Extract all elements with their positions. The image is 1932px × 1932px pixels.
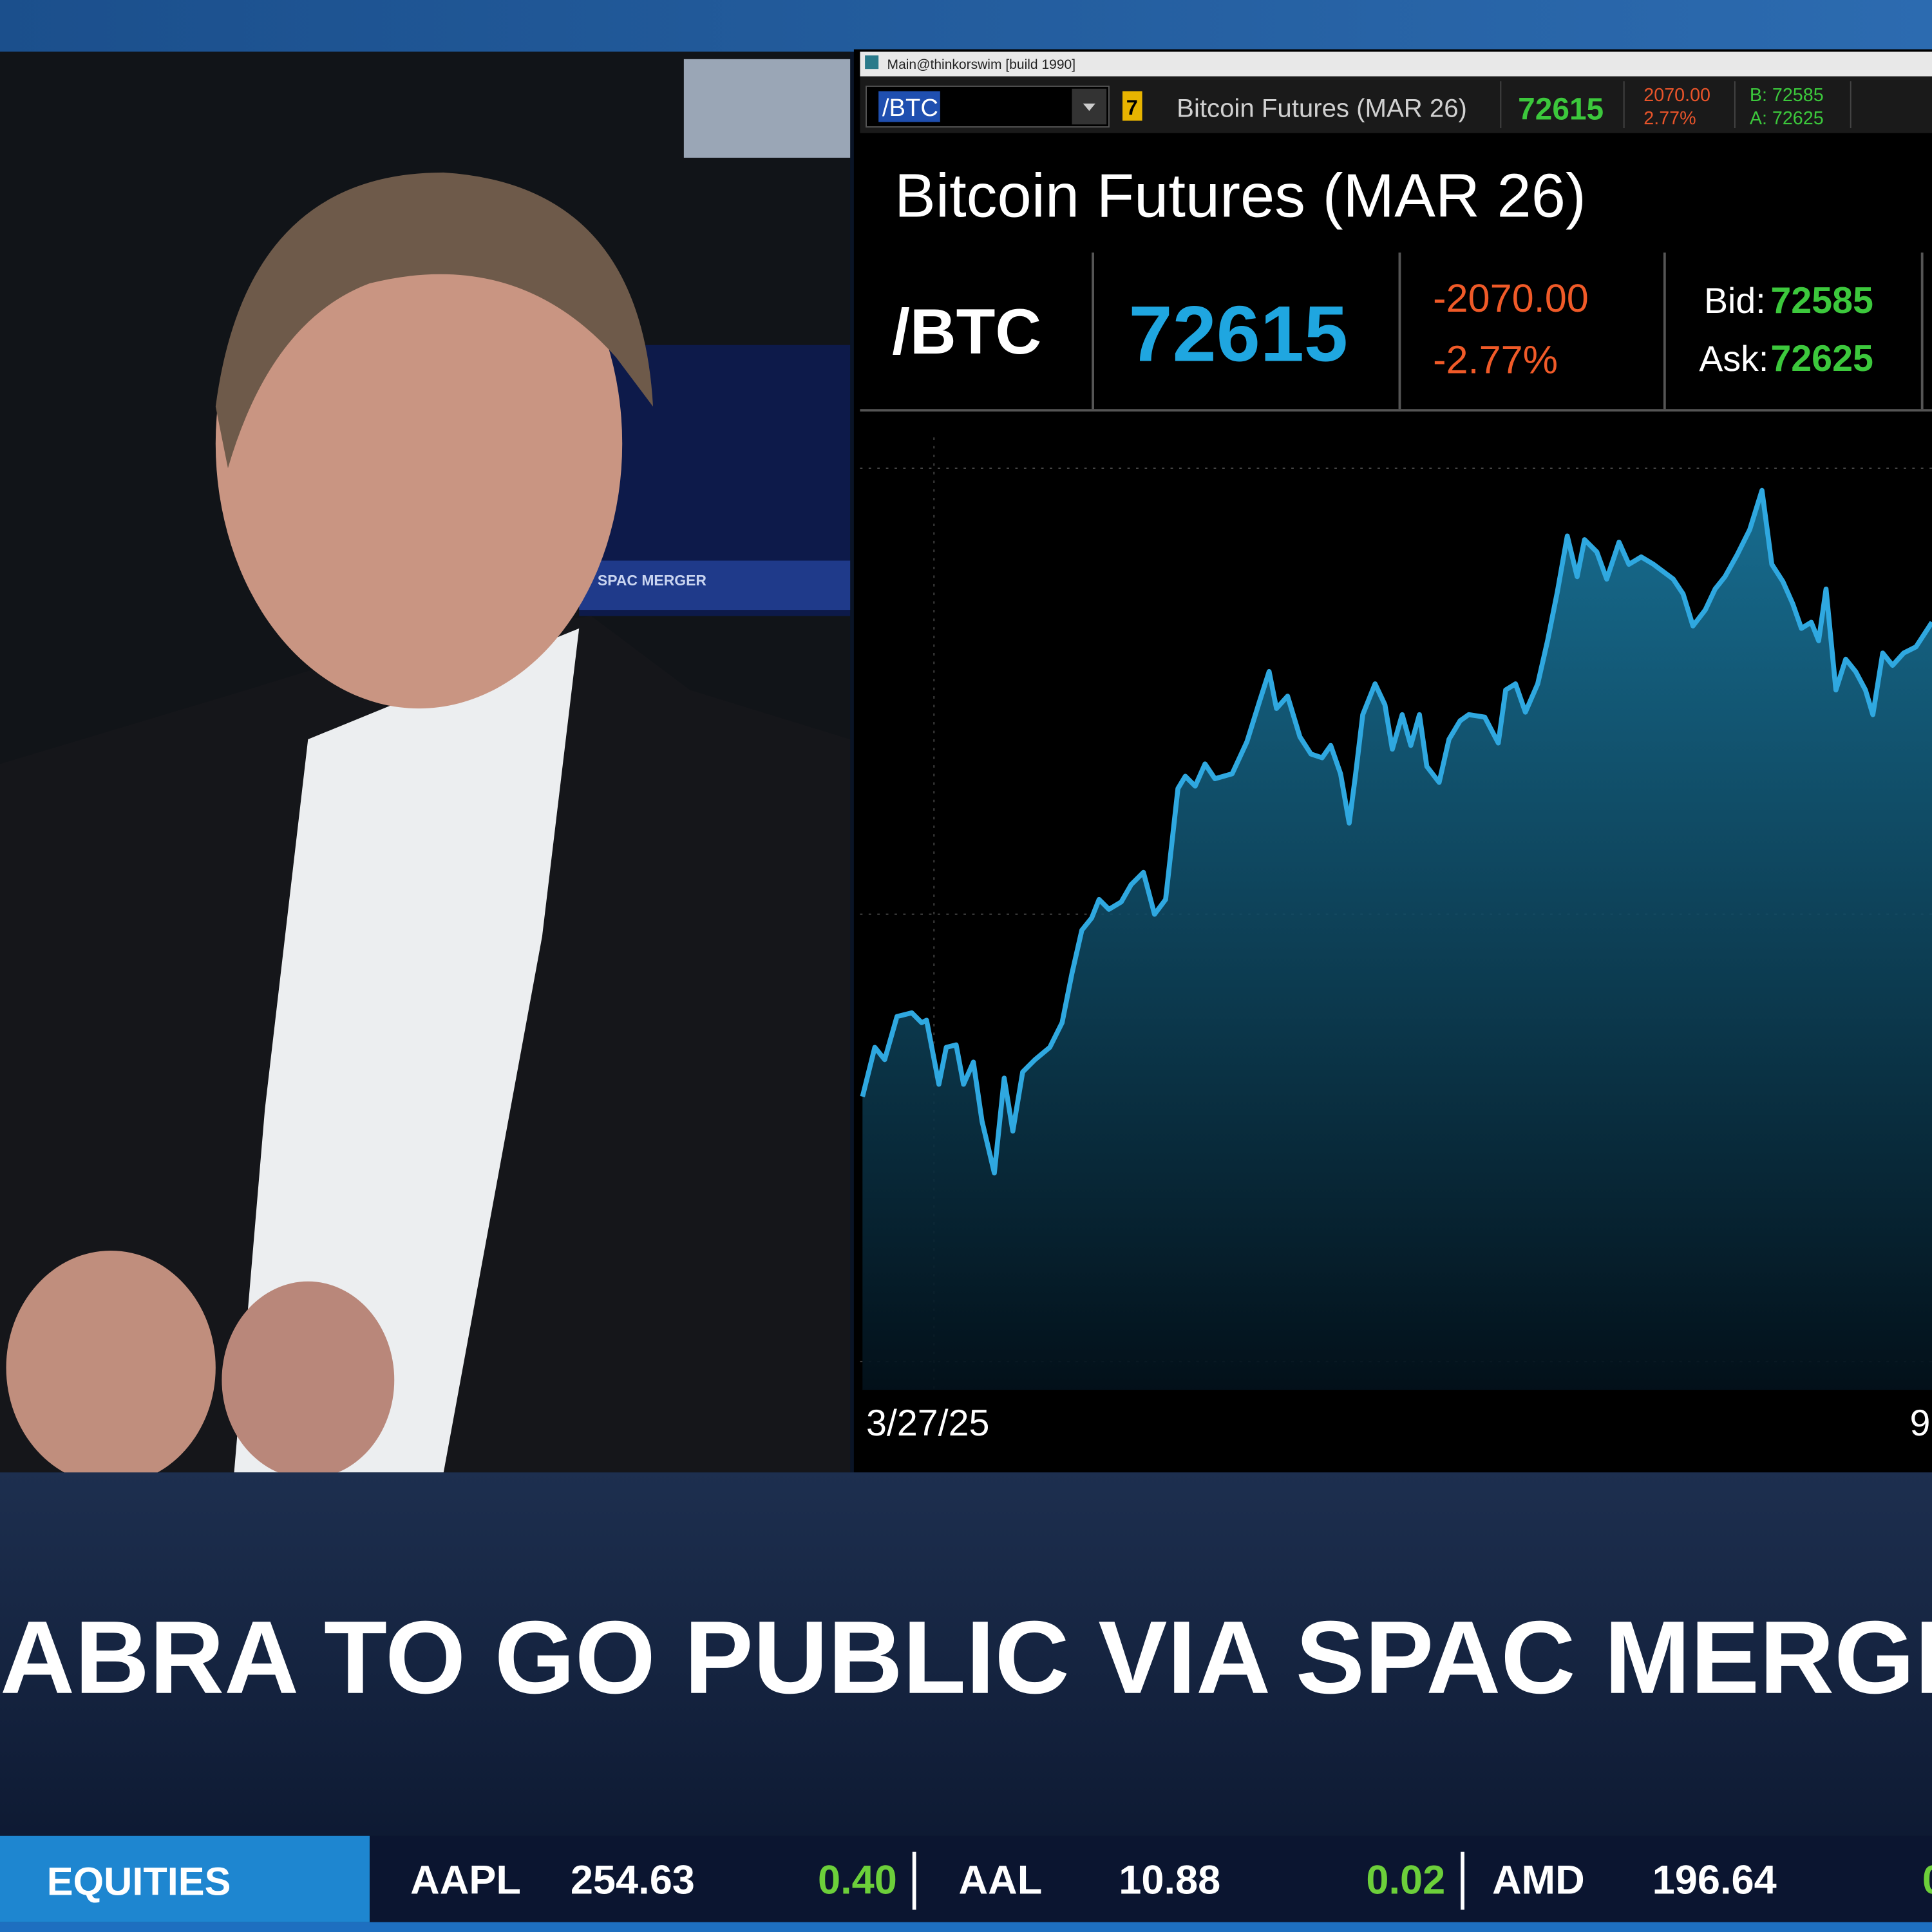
lower-third	[0, 1472, 1932, 1836]
symbol-input[interactable]: /BTC	[882, 94, 938, 122]
symbol-selection	[878, 91, 940, 122]
ticker-price: 196.64	[1653, 1858, 1777, 1903]
price-chart: 3/27/25 9	[860, 437, 1932, 1444]
top-band	[0, 0, 1932, 52]
shirt	[234, 628, 580, 1473]
badge-text: 7	[1126, 96, 1138, 119]
toolbar-percent: 2.77%	[1643, 108, 1696, 129]
ticker-change: 0.3	[1922, 1858, 1932, 1903]
price-line	[860, 488, 1932, 1176]
window-title: Main@thinkorswim [build 1990]	[887, 57, 1076, 72]
bid-value: 72585	[1770, 280, 1873, 321]
price-area	[862, 490, 1932, 1390]
toolbar-ask: A: 72625	[1750, 108, 1824, 129]
description: Bitcoin Futures (MAR 26)	[1177, 94, 1467, 123]
toolbar-bid: B: 72585	[1750, 85, 1824, 106]
ticker-symbol: AMD	[1492, 1858, 1585, 1903]
quote-title: Bitcoin Futures (MAR 26)	[895, 162, 1586, 231]
title-bar	[860, 52, 1932, 77]
video-feed: SPAC MERGER	[0, 52, 851, 1485]
hair	[215, 172, 654, 469]
ticker-symbol: AAL	[959, 1858, 1043, 1903]
ticker-price: 254.63	[571, 1858, 695, 1903]
ticker-section: EQUITIES	[47, 1860, 231, 1904]
bottom-band	[0, 1922, 1932, 1932]
headline: ABRA TO GO PUBLIC VIA SPAC MERGE	[0, 1600, 1932, 1716]
quote-percent: -2.77%	[1433, 338, 1558, 382]
quote-change: -2070.00	[1433, 276, 1589, 320]
studio-screen-band	[579, 560, 851, 611]
ticker-price: 10.88	[1119, 1858, 1220, 1903]
hand	[6, 1250, 216, 1485]
ticker-symbol: AAPL	[410, 1858, 521, 1903]
ask-value: 72625	[1770, 338, 1873, 379]
bid-label: Bid:	[1704, 281, 1766, 321]
badge[interactable]	[1122, 91, 1142, 121]
ticker-items: AAPL 254.63 0.40 AAL 10.88 0.02 AMD 196.64 0.3	[410, 1852, 1932, 1910]
quote-symbol: /BTC	[892, 296, 1041, 368]
hand	[222, 1281, 395, 1479]
ticker-change: 0.40	[818, 1858, 897, 1903]
ticker-change: 0.02	[1366, 1858, 1445, 1903]
x-label: 3/27/25	[866, 1403, 989, 1444]
quote-last: 72615	[1129, 290, 1348, 378]
ticker-section-box	[0, 1835, 370, 1922]
trading-window: Main@thinkorswim [build 1990] /BTC 7 Bit…	[853, 49, 1932, 1473]
screen-text: SPAC MERGER	[598, 572, 707, 589]
toolbar-change: 2070.00	[1643, 85, 1710, 106]
studio-monitor	[683, 59, 851, 158]
app-icon	[865, 55, 879, 70]
dropdown-arrow	[1083, 103, 1095, 111]
x-label: 9	[1910, 1403, 1931, 1444]
ask-label: Ask:	[1699, 339, 1768, 379]
toolbar-last: 72615	[1518, 93, 1604, 127]
